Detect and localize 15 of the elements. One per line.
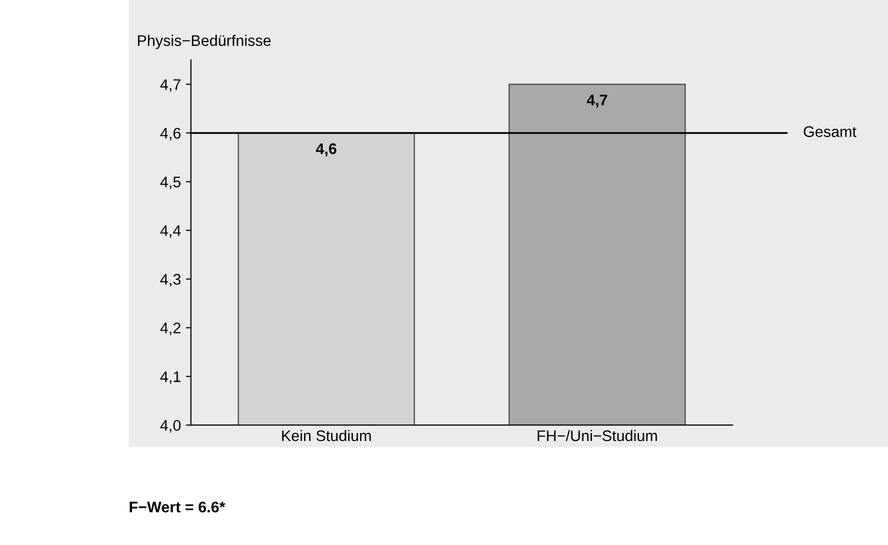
text: F−Wert = 6.6* xyxy=(130,502,226,512)
y-tick-label: 4,7 xyxy=(160,79,180,92)
data-label: 4,6 xyxy=(316,143,336,156)
y-tick-label: 4,6 xyxy=(160,128,181,140)
y-tick-label: 4,0 xyxy=(160,420,181,433)
ref-line-label: Gesamt xyxy=(804,126,856,138)
y-tick-label: 4,4 xyxy=(160,225,181,238)
y-tick-label: 4,1 xyxy=(160,371,180,384)
y-tick-label: 4,5 xyxy=(160,176,181,190)
y-axis-title: Physis−Bedürfnisse xyxy=(138,34,271,49)
x-tick-label: Kein Studium xyxy=(282,430,371,442)
data-label: 4,7 xyxy=(586,94,608,108)
y-tick-label: 4,2 xyxy=(160,322,180,336)
y-tick-label: 4,3 xyxy=(160,274,181,287)
x-tick-label: FH−/Uni−Studium xyxy=(538,430,657,442)
